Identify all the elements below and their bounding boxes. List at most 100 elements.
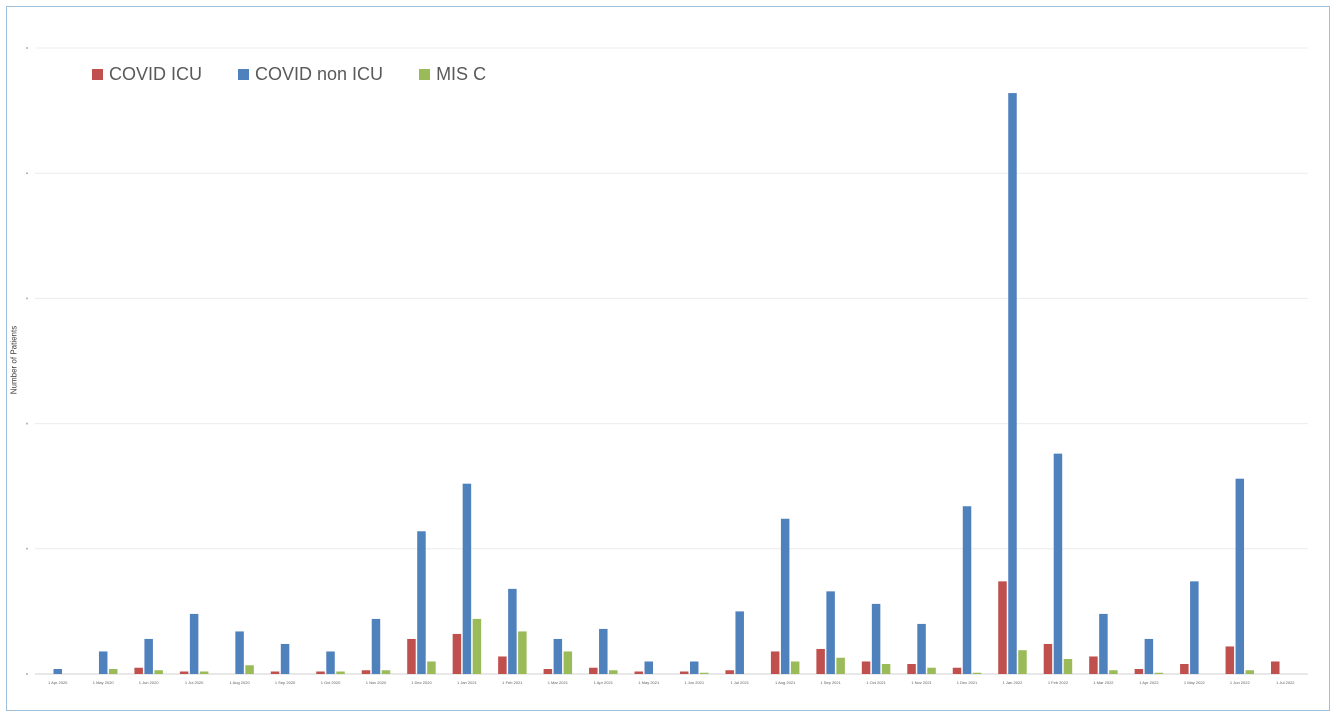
bar-covid-non-icu [235, 631, 244, 674]
bar-covid-icu [589, 667, 598, 674]
bar-mis-c [927, 667, 936, 674]
bar-mis-c [699, 672, 709, 674]
bar-covid-non-icu [553, 638, 563, 674]
bar-mis-c [336, 671, 345, 674]
bar-mis-c [427, 661, 436, 674]
legend: COVID ICU COVID non ICU MIS C [92, 64, 522, 85]
x-tick-label: 1 Jul 2021 [730, 680, 749, 685]
bar-mis-c [108, 668, 118, 674]
bar-covid-icu [1134, 668, 1144, 674]
bar-covid-non-icu [98, 651, 108, 674]
bar-covid-non-icu [508, 588, 517, 674]
bar-covid-icu [1271, 661, 1280, 674]
bar-covid-non-icu [326, 651, 335, 674]
x-tick-label: 1 Oct 2020 [321, 680, 341, 685]
bar-mis-c [1154, 672, 1164, 674]
bar-mis-c [881, 663, 891, 674]
bar-covid-non-icu [280, 643, 290, 674]
bar-mis-c [381, 670, 391, 674]
x-tick-label: 1 Dec 2021 [957, 680, 978, 685]
x-tick-label: 1 Jun 2021 [684, 680, 705, 685]
bar-covid-icu [361, 670, 371, 674]
bar-mis-c [154, 670, 163, 674]
bar-covid-non-icu [1144, 638, 1154, 674]
y-tick-mark [26, 297, 28, 300]
bar-covid-non-icu [1099, 613, 1108, 674]
bar-covid-icu [952, 667, 962, 674]
y-tick-mark [26, 47, 28, 49]
bar-covid-non-icu [462, 483, 472, 674]
legend-swatch-covid-non-icu [238, 69, 250, 80]
bar-mis-c [563, 651, 573, 674]
legend-swatch-covid-icu [92, 69, 103, 80]
x-tick-label: 1 Sep 2020 [275, 680, 296, 685]
x-tick-label: 1 Jan 2021 [457, 680, 478, 685]
bar-covid-icu [1043, 643, 1053, 674]
x-tick-label: 1 Dec 2020 [411, 680, 432, 685]
bar-covid-icu [998, 581, 1007, 674]
bar-covid-icu [407, 638, 416, 674]
x-tick-label: 1 Feb 2021 [502, 680, 523, 685]
x-tick-label: 1 Sep 2021 [820, 680, 841, 685]
bar-covid-icu [725, 670, 734, 674]
x-tick-label: 1 Jun 2020 [139, 680, 160, 685]
legend-label-covid-non-icu: COVID non ICU [255, 64, 384, 84]
bar-mis-c [518, 631, 527, 674]
bar-mis-c [472, 618, 482, 674]
bar-covid-non-icu [735, 611, 744, 674]
x-tick-label: 1 Feb 2022 [1048, 680, 1069, 685]
bar-covid-icu [134, 667, 143, 674]
y-tick-mark [26, 673, 28, 675]
bar-covid-non-icu [599, 628, 608, 674]
bar-covid-non-icu [53, 668, 62, 674]
bar-covid-icu [907, 663, 916, 674]
bar-covid-non-icu [1008, 93, 1017, 674]
bar-covid-non-icu [689, 661, 699, 674]
bar-covid-non-icu [189, 613, 199, 674]
bar-covid-icu [179, 671, 189, 674]
legend-swatch-mis-c [419, 69, 431, 80]
x-tick-label: 1 Apr 2020 [48, 680, 68, 685]
chart-frame [6, 6, 1330, 711]
bar-mis-c [1245, 670, 1255, 674]
bar-mis-c [836, 657, 845, 674]
legend-label-covid-icu: COVID ICU [109, 64, 203, 84]
bar-covid-icu [270, 671, 280, 674]
legend-item-covid-icu: COVID ICU [92, 64, 202, 85]
bar-mis-c [609, 670, 618, 674]
bar-covid-icu [816, 648, 825, 674]
bar-covid-non-icu [1053, 453, 1063, 674]
x-tick-label: 1 Mar 2021 [548, 680, 569, 685]
bar-mis-c [245, 665, 254, 674]
bar-covid-non-icu [917, 623, 926, 674]
y-tick-mark [26, 172, 28, 175]
bar-covid-icu [1225, 646, 1235, 674]
x-tick-label: 1 Aug 2021 [775, 680, 796, 685]
bar-covid-icu [452, 633, 462, 674]
legend-item-mis-c: MIS C [419, 64, 486, 85]
x-tick-label: 1 Jul 2020 [185, 680, 204, 685]
x-tick-label: 1 Nov 2021 [911, 680, 932, 685]
bar-covid-icu [861, 661, 871, 674]
bar-covid-icu [634, 671, 644, 674]
bar-covid-icu [679, 671, 689, 674]
x-tick-label: 1 Jan 2022 [1003, 680, 1024, 685]
bar-covid-non-icu [644, 661, 654, 674]
x-tick-label: 1 Mar 2022 [1093, 680, 1114, 685]
bar-covid-non-icu [962, 506, 972, 674]
bar-covid-non-icu [371, 618, 381, 674]
legend-item-covid-non-icu: COVID non ICU [238, 64, 383, 85]
bar-covid-non-icu [780, 518, 790, 674]
bar-mis-c [1063, 658, 1073, 674]
x-tick-label: 1 Oct 2021 [866, 680, 886, 685]
bar-covid-non-icu [144, 638, 153, 674]
legend-label-mis-c: MIS C [436, 64, 487, 84]
x-tick-label: 1 May 2022 [1184, 680, 1206, 685]
bar-covid-icu [1180, 663, 1189, 674]
bar-covid-icu [543, 668, 553, 674]
bar-mis-c [790, 661, 800, 674]
x-tick-label: 1 Jun 2022 [1230, 680, 1251, 685]
bar-covid-non-icu [1235, 478, 1245, 674]
bar-covid-icu [770, 651, 780, 674]
